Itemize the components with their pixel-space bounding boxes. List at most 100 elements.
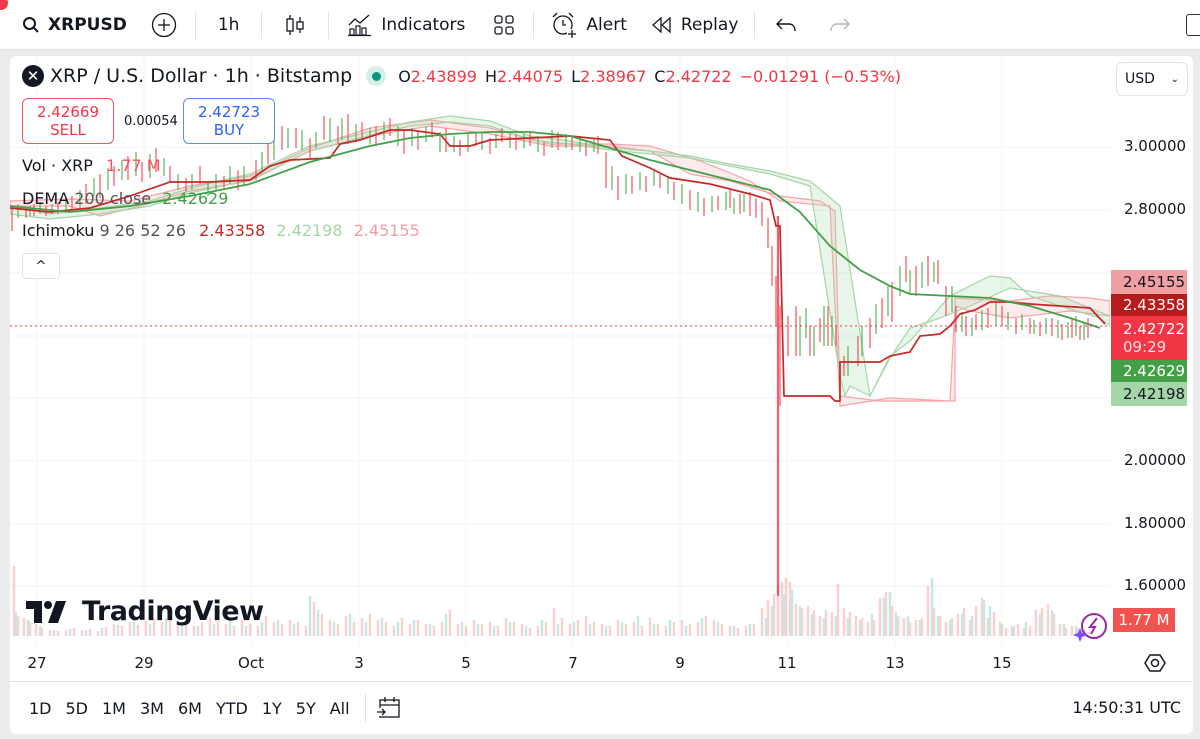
range-button-5d[interactable]: 5D [65, 698, 89, 718]
xrp-logo-icon: ✕ [22, 65, 44, 87]
dema-value: 2.42629 [162, 189, 229, 208]
buy-label: BUY [213, 121, 245, 139]
undo-icon [776, 18, 797, 31]
symbol-label: XRPUSD [48, 14, 127, 35]
price-tick: 3.00000 [1124, 137, 1187, 155]
price-chart-canvas[interactable] [10, 56, 1110, 646]
collapse-legend-button[interactable]: ^ [22, 253, 60, 279]
utc-clock[interactable]: 14:50:31 UTC [1072, 698, 1181, 717]
price-label-value: 2.42198 [1123, 385, 1186, 403]
toolbar-divider [261, 10, 263, 39]
candles [11, 114, 1089, 406]
time-axis[interactable] [10, 646, 1193, 676]
dema-params: 200 close [74, 189, 152, 208]
notification-dot [0, 0, 8, 10]
ichimoku-cloud-up [10, 115, 1110, 398]
logo-text: TradingView [82, 596, 264, 627]
volume-name: Vol · XRP [22, 156, 93, 175]
price-label-value: 2.42629 [1123, 362, 1186, 380]
high-label: H [484, 66, 497, 86]
compare-symbol-button[interactable] [137, 0, 191, 50]
volume-bars [12, 566, 1086, 636]
chart-legend-title[interactable]: ✕ XRP / U.S. Dollar · 1h · Bitstamp O 2.4… [22, 65, 909, 87]
symbol-search-button[interactable]: XRPUSD [0, 0, 137, 50]
toolbar-divider [754, 10, 756, 39]
spread-value: 0.00054 [124, 114, 178, 129]
time-label: 13 [885, 654, 905, 672]
indicators-button[interactable]: Indicators [333, 0, 479, 50]
interval-button[interactable]: 1h [200, 0, 258, 50]
market-open-icon [366, 66, 387, 86]
ichimoku-conversion-value: 2.43358 [199, 221, 266, 240]
price-label-value: 2.43358 [1123, 296, 1186, 314]
dema-legend[interactable]: DEMA 200 close 2.42629 [22, 189, 228, 208]
low-value: 2.38967 [580, 66, 647, 86]
chart-panel: ✕ XRP / U.S. Dollar · 1h · Bitstamp O 2.4… [10, 56, 1193, 734]
redo-icon [830, 18, 851, 31]
interval-label: 1h [217, 14, 240, 35]
ichimoku-span-b-value: 2.45155 [353, 221, 420, 240]
price-tick: 1.60000 [1124, 576, 1187, 594]
range-button-6m[interactable]: 6M [177, 698, 202, 718]
toolbar-divider [533, 10, 535, 39]
alert-label: Alert [586, 14, 627, 35]
tradingview-logo-icon [26, 600, 66, 623]
dema-line [10, 131, 1101, 329]
replay-label: Replay [680, 14, 739, 35]
toolbar-divider [328, 10, 330, 39]
ichimoku-conversion-line [10, 129, 1106, 402]
close-label: C [654, 66, 666, 86]
toolbar-divider [364, 694, 366, 722]
sell-price: 2.42669 [36, 103, 100, 121]
sell-button[interactable]: 2.42669 SELL [22, 98, 114, 144]
add-symbol-icon [151, 12, 176, 37]
range-button-all[interactable]: All [329, 698, 350, 718]
currency-select[interactable]: USD ⌄ [1116, 62, 1188, 96]
alert-button[interactable]: Alert [538, 0, 638, 50]
goto-date-icon[interactable] [375, 695, 402, 721]
range-button-1d[interactable]: 1D [29, 698, 52, 718]
chevron-up-icon: ^ [35, 258, 47, 274]
volume-price-label: 1.77 M [1113, 608, 1175, 632]
search-icon [23, 16, 39, 33]
open-label: O [398, 66, 411, 86]
volume-legend[interactable]: Vol · XRP 1.77 M [22, 156, 161, 175]
flash-icon[interactable] [1070, 610, 1110, 642]
close-value: 2.42722 [665, 66, 732, 86]
toolbar-divider [194, 10, 196, 39]
chart-pane[interactable]: ✕ XRP / U.S. Dollar · 1h · Bitstamp O 2.4… [10, 56, 1193, 676]
time-label: 3 [354, 654, 364, 672]
chart-type-button[interactable] [266, 0, 324, 50]
price-label-value: 2.42722 [1123, 320, 1186, 338]
price-label-value: 2.45155 [1123, 273, 1186, 291]
range-button-3m[interactable]: 3M [139, 698, 164, 718]
range-button-ytd[interactable]: YTD [215, 698, 248, 718]
sell-label: SELL [50, 121, 86, 139]
range-button-1m[interactable]: 1M [102, 698, 126, 718]
price-tick: 1.80000 [1124, 514, 1187, 532]
price-label: 2.43358 [1111, 294, 1187, 316]
price-label: 2.42198 [1111, 382, 1187, 406]
symbol-title: XRP / U.S. Dollar · 1h · Bitstamp [50, 65, 353, 87]
settings-icon[interactable] [1144, 652, 1166, 674]
indicators-icon [348, 14, 372, 36]
ohlc-values: O2.43899 H2.44075 L2.38967 C2.42722 −0.01291… [398, 67, 909, 86]
indicators-label: Indicators [381, 14, 466, 35]
price-tick: 2.80000 [1124, 200, 1187, 218]
undo-button[interactable] [759, 0, 813, 50]
date-range-buttons: 1D 5D 1M 3M 6M YTD 1Y 5Y All [22, 699, 357, 718]
replay-button[interactable]: Replay [639, 0, 751, 50]
currency-label: USD [1125, 71, 1155, 87]
tradingview-logo[interactable]: TradingView [26, 596, 264, 627]
redo-button[interactable] [813, 0, 867, 50]
range-button-1y[interactable]: 1Y [261, 698, 282, 718]
time-label: 29 [134, 654, 154, 672]
layouts-button[interactable] [479, 0, 529, 50]
range-button-5y[interactable]: 5Y [295, 698, 316, 718]
ichimoku-legend[interactable]: Ichimoku 9 26 52 26 2.43358 2.42198 2.45… [22, 221, 420, 240]
buy-button[interactable]: 2.42723 BUY [183, 98, 275, 144]
volume-value: 1.77 M [106, 156, 161, 175]
time-label: 7 [568, 654, 578, 672]
fullscreen-button[interactable] [1186, 14, 1200, 36]
time-label: 27 [27, 654, 47, 672]
